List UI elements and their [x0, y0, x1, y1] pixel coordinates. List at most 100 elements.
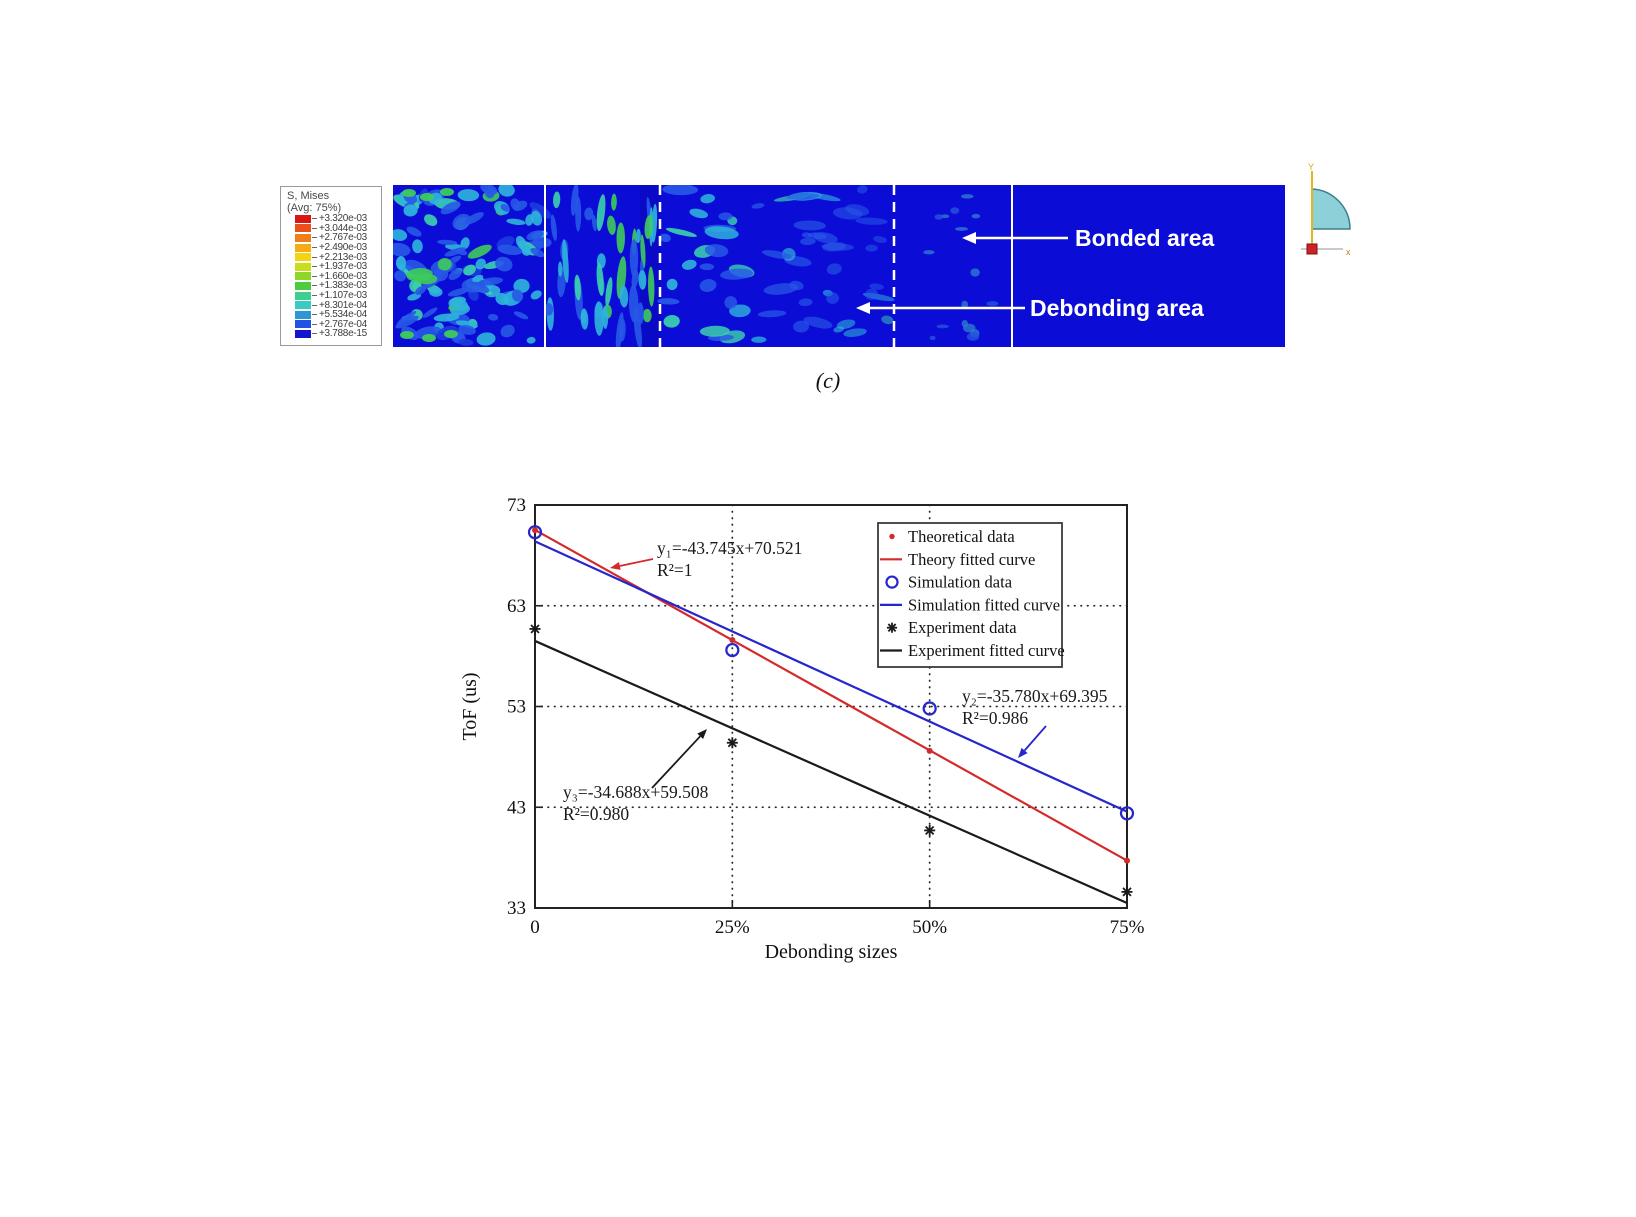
colorbar-entry: +2.490e-03 — [287, 243, 381, 253]
series-simulation-data — [527, 525, 1135, 821]
colorbar-entry: +5.534e-04 — [287, 310, 381, 320]
colorbar-entry: +2.767e-04 — [287, 318, 381, 330]
chart-legend: Theoretical data Theory fitted curve Simul… — [877, 522, 1065, 668]
colorbar-entry: +1.937e-03 — [287, 262, 381, 272]
colorbar-swatch — [295, 329, 311, 338]
svg-text:R²=0.986: R²=0.986 — [962, 708, 1028, 728]
colorbar-tick — [312, 275, 317, 277]
y-tick-label: 63 — [507, 596, 526, 617]
series-experiment-fitted-curve — [534, 639, 1128, 905]
colorbar-swatch — [295, 320, 311, 329]
tof-chart: 73 63 53 43 330 25% 50% 75% Debonding sizes ToF (… — [459, 495, 1145, 963]
colorbar-value: +3.788e-15 — [319, 328, 367, 340]
colorbar-subtitle: (Avg: 75%) — [287, 202, 342, 214]
colorbar-tick — [312, 333, 317, 335]
colorbar-value: +1.107e-03 — [319, 290, 367, 302]
colorbar-tick — [312, 285, 317, 287]
svg-text:Theoretical data: Theoretical data — [908, 527, 1015, 546]
series-theoretical-data — [532, 527, 1130, 864]
x-tick-label: 0 — [530, 917, 540, 938]
colorbar-entry: +2.213e-03 — [287, 252, 381, 262]
wave-pattern — [388, 182, 999, 351]
legend-entry: Simulation fitted curve — [880, 595, 1060, 614]
legend-entry: Experiment data — [886, 618, 1017, 637]
x-axis-title: Debonding sizes — [765, 941, 898, 963]
colorbar-tick — [312, 295, 317, 297]
origin-marker — [1306, 243, 1318, 255]
stress-contour-field — [388, 182, 1285, 351]
colorbar-swatch — [295, 301, 311, 310]
axis-ticks: 73 63 53 43 330 25% 50% 75% — [507, 495, 1145, 938]
colorbar-swatch — [295, 253, 311, 262]
svg-text:Experiment data: Experiment data — [908, 618, 1017, 637]
colorbar-value: +2.490e-03 — [319, 242, 367, 254]
colorbar-entry: +3.788e-15 — [287, 329, 381, 339]
bonded-area-label: Bonded area — [1075, 225, 1215, 251]
colorbar-swatch — [295, 262, 311, 271]
colorbar-value: +2.767e-03 — [319, 232, 367, 244]
colorbar-tick — [312, 237, 317, 239]
svg-text:R²=1: R²=1 — [657, 560, 693, 580]
colorbar-value: +3.044e-03 — [319, 222, 367, 234]
subfigure-caption: (c) — [815, 368, 841, 393]
series-theory-fitted-curve — [534, 529, 1128, 862]
colorbar-tick — [312, 304, 317, 306]
colorbar-value: +5.534e-04 — [319, 309, 367, 321]
colorbar-swatch — [295, 233, 311, 242]
x-tick-label: 25% — [715, 917, 750, 938]
view-orientation-triad-icon: Yx — [1301, 163, 1351, 257]
y-axis-title: ToF (us) — [459, 672, 481, 740]
legend-entry: Simulation data — [885, 573, 1013, 592]
y-tick-label: 43 — [507, 797, 526, 818]
svg-text:Theory fitted curve: Theory fitted curve — [908, 550, 1035, 569]
y-tick-label: 33 — [507, 898, 526, 919]
colorbar-tick — [312, 266, 317, 268]
colorbar-entry: +3.044e-03 — [287, 222, 381, 234]
y-axis-label: Y — [1308, 163, 1314, 172]
colorbar-value: +2.767e-04 — [319, 318, 367, 330]
colorbar-swatch — [295, 291, 311, 300]
y-tick-label: 73 — [507, 495, 526, 516]
colorbar-entry: +1.383e-03 — [287, 281, 381, 291]
colorbar-entry: +2.767e-03 — [287, 233, 381, 243]
series-simulation-fitted-curve — [534, 540, 1128, 813]
colorbar-entry: +3.320e-03 — [287, 214, 381, 224]
quarter-disc-shape — [1311, 188, 1351, 230]
colorbar-tick — [312, 247, 317, 249]
colorbar-entries: +3.320e-03 +3.044e-03 +2.767e-03 +2.490e-03… — [287, 214, 381, 339]
colorbar-swatch — [295, 310, 311, 319]
colorbar-value: +2.213e-03 — [319, 251, 367, 263]
colorbar-swatch — [295, 224, 311, 233]
colorbar-entry: +1.107e-03 — [287, 291, 381, 301]
colorbar-swatch — [295, 214, 311, 223]
svg-text:Simulation data: Simulation data — [908, 573, 1013, 592]
debonding-area-label: Debonding area — [1030, 295, 1204, 321]
svg-text:Simulation fitted curve: Simulation fitted curve — [908, 595, 1060, 614]
legend-entry: Theory fitted curve — [880, 550, 1035, 569]
colorbar-value: +8.301e-04 — [319, 299, 367, 311]
svg-text:Experiment fitted curve: Experiment fitted curve — [908, 641, 1065, 660]
x-tick-label: 75% — [1110, 917, 1145, 938]
colorbar-tick — [312, 218, 317, 220]
y-tick-label: 53 — [507, 697, 526, 718]
colorbar-entry: +8.301e-04 — [287, 300, 381, 310]
contour-plot: Bonded area Debonding area — [388, 182, 1285, 351]
colorbar-value: +1.937e-03 — [319, 261, 367, 273]
colorbar-title: S, Mises — [287, 190, 330, 202]
svg-text:y₁=-43.745x+70.521: y₁=-43.745x+70.521 — [657, 538, 802, 558]
x-tick-label: 50% — [912, 917, 947, 938]
colorbar-entry: +1.660e-03 — [287, 271, 381, 281]
svg-text:R²=0.980: R²=0.980 — [563, 804, 629, 824]
series-experiment-data — [529, 623, 1133, 898]
stress-colorbar: S, Mises (Avg: 75%) +3.320e-03 +3.044e-03… — [280, 186, 382, 346]
colorbar-value: +1.383e-03 — [319, 280, 367, 292]
colorbar-tick — [312, 323, 317, 325]
svg-text:y₂=-35.780x+69.395: y₂=-35.780x+69.395 — [962, 686, 1108, 706]
area-arrows — [856, 232, 1068, 314]
legend-entry: Theoretical data — [889, 527, 1015, 546]
svg-text:y₃=-34.688x+59.508: y₃=-34.688x+59.508 — [563, 782, 709, 802]
colorbar-swatch — [295, 243, 311, 252]
